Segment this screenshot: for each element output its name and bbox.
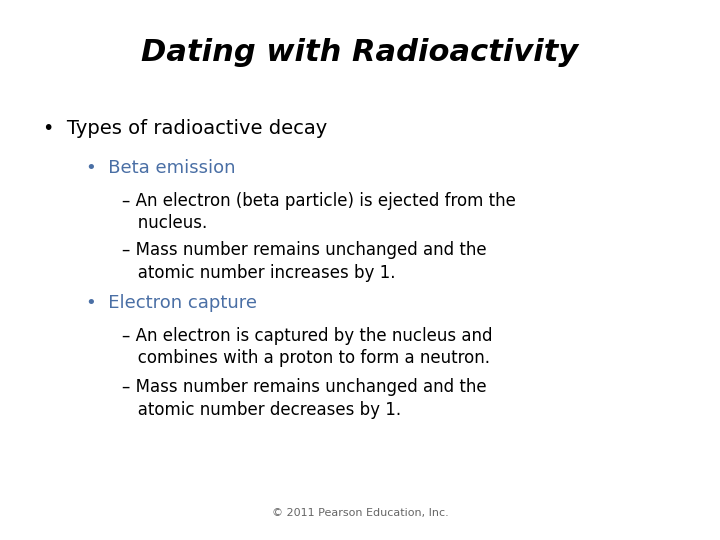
Text: •  Beta emission: • Beta emission (86, 159, 236, 177)
Text: – An electron (beta particle) is ejected from the: – An electron (beta particle) is ejected… (122, 192, 516, 210)
Text: •  Types of radioactive decay: • Types of radioactive decay (43, 119, 328, 138)
Text: •  Electron capture: • Electron capture (86, 294, 258, 312)
Text: combines with a proton to form a neutron.: combines with a proton to form a neutron… (122, 349, 490, 367)
Text: atomic number decreases by 1.: atomic number decreases by 1. (122, 401, 402, 418)
Text: nucleus.: nucleus. (122, 214, 207, 232)
Text: Dating with Radioactivity: Dating with Radioactivity (141, 38, 579, 67)
Text: – Mass number remains unchanged and the: – Mass number remains unchanged and the (122, 378, 487, 396)
Text: – Mass number remains unchanged and the: – Mass number remains unchanged and the (122, 241, 487, 259)
Text: © 2011 Pearson Education, Inc.: © 2011 Pearson Education, Inc. (271, 508, 449, 518)
Text: – An electron is captured by the nucleus and: – An electron is captured by the nucleus… (122, 327, 493, 345)
Text: atomic number increases by 1.: atomic number increases by 1. (122, 264, 396, 282)
